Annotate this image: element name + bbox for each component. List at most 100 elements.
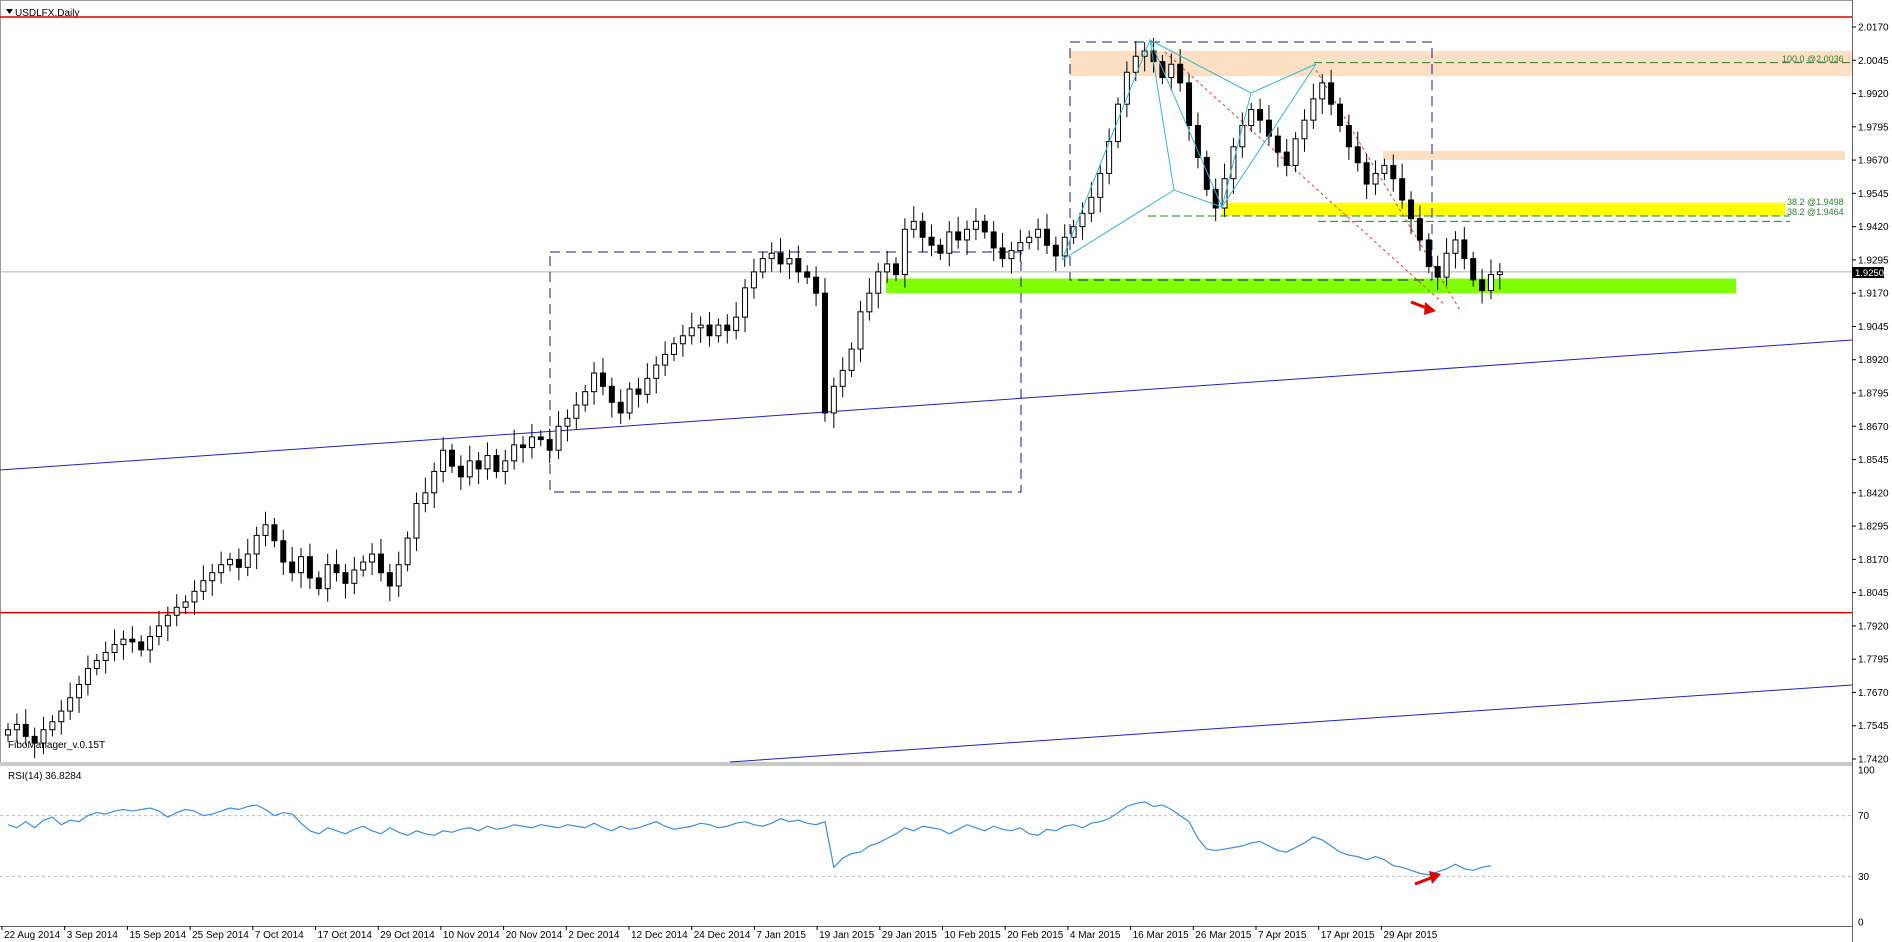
- candle-body: [289, 561, 296, 574]
- candle-body: [1399, 178, 1406, 201]
- candle: [289, 546, 296, 582]
- candle: [804, 265, 811, 284]
- candle-body: [653, 364, 660, 379]
- candle: [1425, 233, 1432, 274]
- candle: [599, 357, 606, 396]
- candle-body: [1088, 196, 1095, 214]
- candle: [1097, 164, 1104, 213]
- candle-body: [422, 492, 429, 504]
- candle-body: [466, 460, 473, 478]
- candle-body: [5, 729, 11, 736]
- candle: [1115, 97, 1121, 149]
- price-tick-label: 1.8920: [1858, 355, 1889, 366]
- candle-body: [875, 271, 882, 294]
- candle-body: [1425, 239, 1432, 268]
- candle: [733, 301, 740, 340]
- candle-body: [893, 263, 899, 276]
- candle: [1487, 259, 1494, 300]
- panel-separator[interactable]: [0, 762, 1852, 766]
- candle: [972, 208, 979, 241]
- candle-body: [76, 683, 83, 699]
- candle-body: [1043, 228, 1050, 246]
- candle: [715, 318, 722, 343]
- price-tick-label: 1.9170: [1858, 289, 1889, 300]
- candle-body: [715, 324, 722, 337]
- candle: [1363, 153, 1370, 200]
- candle-body: [13, 723, 20, 731]
- candle-body: [564, 417, 571, 427]
- candle-body: [866, 292, 873, 313]
- candle-body: [777, 252, 784, 265]
- candle: [1390, 154, 1397, 192]
- candle-body: [377, 553, 384, 574]
- candle-body: [1381, 164, 1388, 174]
- candle: [1168, 53, 1175, 91]
- candle: [520, 436, 527, 463]
- candle-body: [1177, 63, 1184, 84]
- rsi-line: [7, 801, 1492, 876]
- candle-body: [848, 348, 855, 371]
- candle-body: [733, 316, 740, 331]
- main-panel-frame: [0, 0, 1853, 763]
- candle: [1301, 109, 1308, 152]
- candle-body: [449, 449, 455, 467]
- candle-body: [1026, 236, 1033, 244]
- candle: [209, 563, 216, 596]
- candle-body: [839, 369, 846, 387]
- candle: [1230, 137, 1237, 194]
- candle: [946, 221, 953, 267]
- candle-body: [644, 377, 651, 395]
- candle-body: [1310, 98, 1317, 121]
- candle-body: [1390, 164, 1397, 180]
- candle: [138, 635, 145, 657]
- red-arrow-price: [1410, 300, 1436, 315]
- candle-body: [528, 436, 535, 449]
- price-tick-label: 1.8795: [1858, 389, 1889, 400]
- candle: [1479, 268, 1486, 304]
- trendline-lower: [729, 684, 1853, 763]
- candle-body: [182, 601, 189, 608]
- candle-body: [537, 436, 544, 441]
- time-tick-label: 10 Nov 2014: [443, 930, 500, 941]
- time-tick-label: 24 Dec 2014: [694, 930, 751, 941]
- candle: [813, 266, 820, 307]
- candle: [129, 626, 136, 653]
- candle: [324, 553, 331, 602]
- candle-body: [626, 388, 633, 414]
- time-tick-label: 12 Dec 2014: [631, 930, 688, 941]
- candle: [1203, 150, 1210, 197]
- candle: [360, 555, 367, 577]
- time-tick-label: 17 Apr 2015: [1321, 930, 1375, 941]
- candle-body: [1496, 271, 1503, 276]
- candle-body: [1416, 218, 1423, 241]
- candle: [31, 727, 38, 759]
- price-tick-label: 1.9295: [1858, 255, 1889, 266]
- candle: [1354, 131, 1361, 172]
- time-tick-label: 20 Feb 2015: [1007, 930, 1064, 941]
- candle-body: [431, 471, 438, 494]
- candle: [981, 214, 988, 239]
- fib-100-label: 100.0 @2.0036: [1782, 54, 1844, 64]
- candle: [1212, 178, 1219, 222]
- candle-body: [1345, 124, 1352, 148]
- candle: [964, 220, 971, 256]
- candle-body: [884, 263, 891, 273]
- candle-body: [910, 220, 917, 230]
- fib-zone-yellow: [1222, 202, 1785, 216]
- candle: [821, 278, 828, 422]
- candle: [102, 641, 109, 674]
- candle-body: [324, 564, 331, 590]
- candle-body: [209, 572, 216, 582]
- candle: [13, 713, 20, 743]
- candle-body: [22, 723, 29, 737]
- candle: [413, 492, 420, 552]
- candle-body: [1123, 71, 1130, 105]
- candle-body: [830, 385, 837, 414]
- candle-body: [235, 558, 242, 568]
- candle-body: [1097, 172, 1104, 198]
- candle: [1292, 132, 1299, 173]
- triangle-down-icon[interactable]: [6, 9, 13, 14]
- candle: [653, 356, 660, 394]
- candle-body: [617, 401, 624, 414]
